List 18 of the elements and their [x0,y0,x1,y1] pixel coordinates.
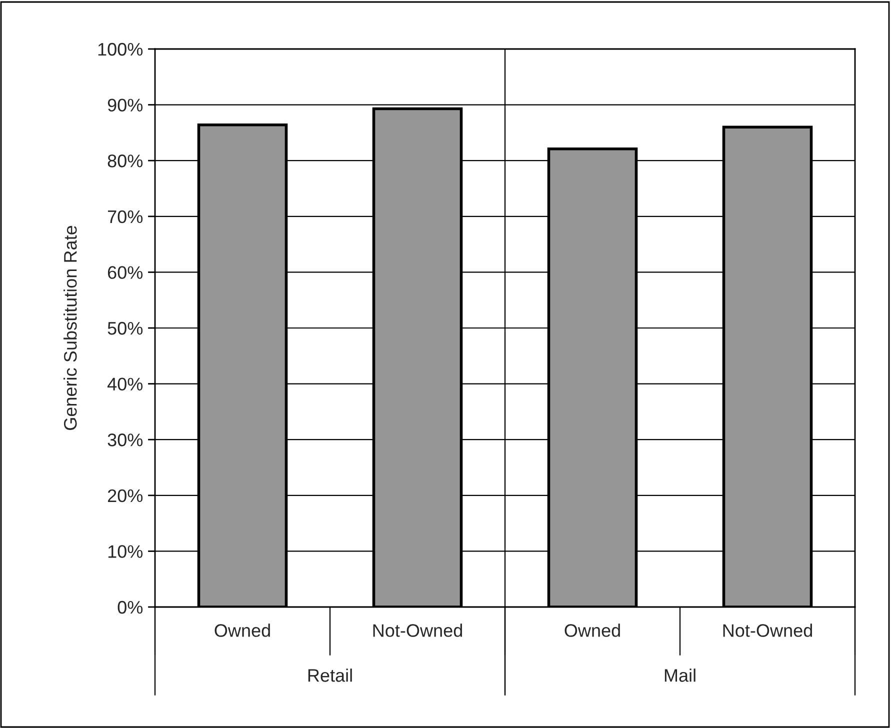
text: Retail [308,668,352,682]
y-tick-label: 20% [108,489,143,502]
y-tick-label: 70% [108,210,143,224]
y-tick-label: 80% [108,154,143,168]
y-tick-label: 50% [108,322,143,335]
y-tick-label: 100% [98,42,143,56]
y-tick-label: 60% [108,266,143,279]
y-tick-label: 0% [118,600,143,614]
y-axis-title: Generic Substitution Rate [64,226,77,430]
x-tick-label: Owned [214,624,270,637]
y-tick-label: 40% [107,378,143,391]
x-tick-label: Not-Owned [373,624,462,637]
y-tick-label: 90% [108,98,143,112]
y-tick-label: 30% [108,434,143,446]
x-tick-label: Not-Owned [723,624,812,637]
x-tick-label: Owned [564,624,620,637]
y-tick-label: 10% [108,545,143,558]
text: Mail [664,668,696,682]
